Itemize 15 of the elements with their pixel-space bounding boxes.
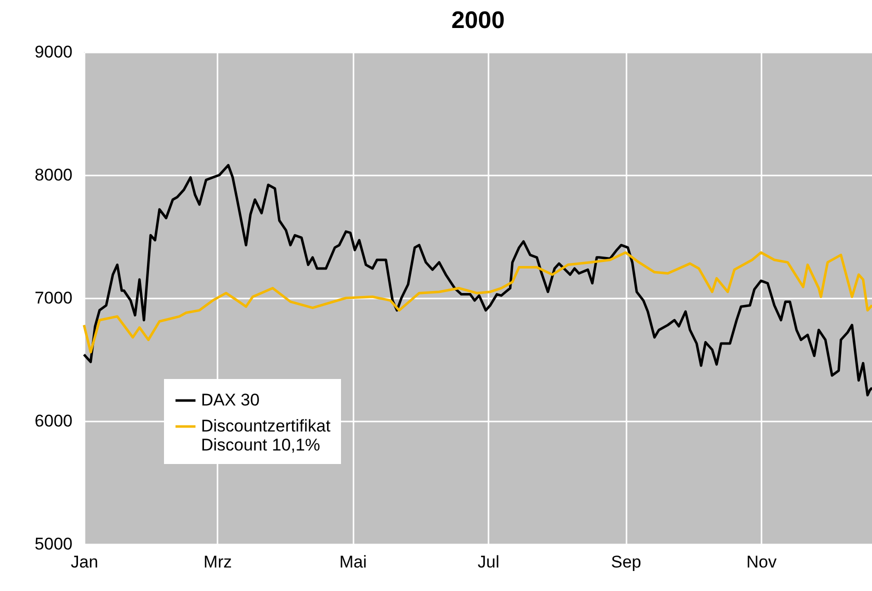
legend-label: Discountzertifikat Discount 10,1% — [201, 416, 331, 454]
y-tick-label: 9000 — [34, 42, 72, 62]
x-tick-label: Mai — [339, 552, 367, 572]
x-tick-label: Jan — [70, 552, 98, 572]
y-tick-label: 8000 — [34, 166, 72, 184]
x-tick-label: Sep — [610, 552, 642, 572]
line-series — [82, 251, 872, 354]
chart-title: 2000 — [451, 7, 505, 34]
y-tick-label: 5000 — [34, 534, 72, 554]
y-tick-label: 7000 — [34, 288, 72, 308]
x-tick-label: Nov — [746, 552, 778, 572]
x-tick-label: Mrz — [204, 552, 232, 572]
legend-label: DAX 30 — [201, 390, 260, 410]
y-tick-label: 6000 — [34, 412, 72, 430]
x-tick-label: Jul — [478, 552, 500, 572]
